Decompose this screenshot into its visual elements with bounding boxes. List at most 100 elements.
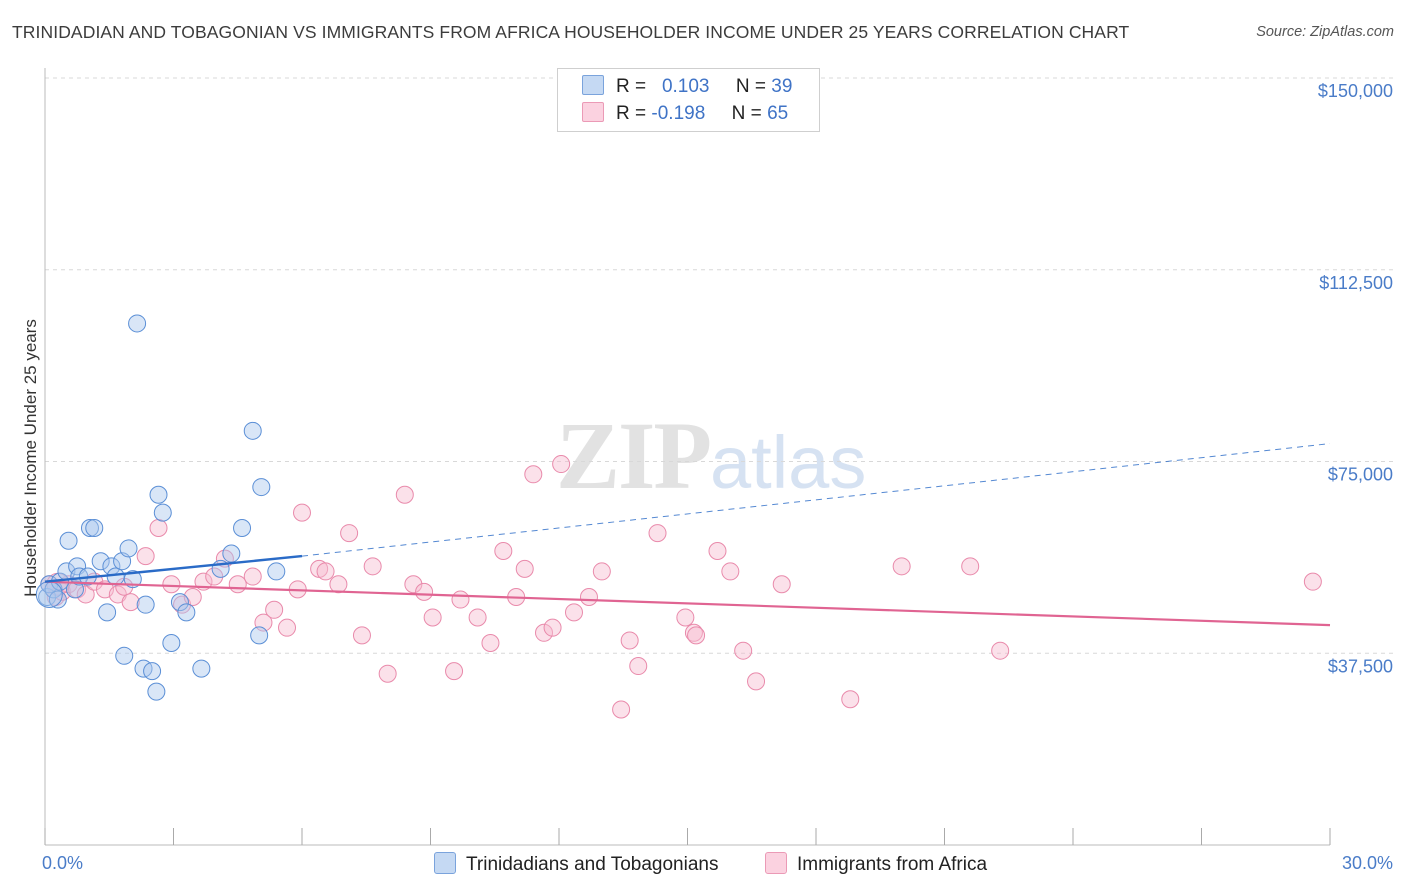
point-trinidadians-and-tobagonians bbox=[143, 662, 162, 681]
point-trinidadians-and-tobagonians bbox=[192, 659, 211, 678]
point-immigrants-from-africa bbox=[265, 600, 284, 619]
x-tick-label-max: 30.0% bbox=[1342, 853, 1393, 873]
chart-title: TRINIDADIAN AND TOBAGONIAN VS IMMIGRANTS… bbox=[12, 22, 1130, 42]
point-immigrants-from-africa bbox=[76, 585, 95, 604]
point-immigrants-from-africa bbox=[961, 557, 980, 576]
point-trinidadians-and-tobagonians bbox=[170, 593, 189, 612]
point-immigrants-from-africa bbox=[136, 547, 155, 566]
point-immigrants-from-africa bbox=[378, 664, 397, 683]
point-immigrants-from-africa bbox=[340, 524, 359, 543]
y-tick-label: $150,000 bbox=[1318, 81, 1393, 101]
legend-r-value-series2: -0.198 bbox=[651, 103, 706, 124]
legend-n-value-series1: 39 bbox=[771, 76, 793, 97]
x-tick-label-min: 0.0% bbox=[42, 853, 83, 873]
y-tick-label: $37,500 bbox=[1328, 656, 1393, 676]
trend-line-immigrants-from-africa bbox=[44, 580, 1331, 627]
point-immigrants-from-africa bbox=[316, 562, 335, 581]
point-trinidadians-and-tobagonians bbox=[149, 485, 168, 504]
point-trinidadians-and-tobagonians bbox=[147, 682, 166, 701]
point-immigrants-from-africa bbox=[524, 465, 543, 484]
point-trinidadians-and-tobagonians bbox=[177, 603, 196, 622]
point-immigrants-from-africa bbox=[721, 562, 740, 581]
point-immigrants-from-africa bbox=[329, 575, 348, 594]
point-immigrants-from-africa bbox=[648, 524, 667, 543]
point-trinidadians-and-tobagonians bbox=[91, 552, 110, 571]
point-immigrants-from-africa bbox=[991, 641, 1010, 660]
correlation-legend: R = 0.103 N = 39 R = -0.198 N = 65 bbox=[557, 68, 820, 132]
point-immigrants-from-africa bbox=[352, 626, 371, 645]
point-immigrants-from-africa bbox=[468, 608, 487, 627]
point-immigrants-from-africa bbox=[734, 641, 753, 660]
zipatlas-watermark: ZIPatlas bbox=[556, 400, 866, 511]
point-trinidadians-and-tobagonians bbox=[106, 567, 125, 586]
legend-swatch-series1 bbox=[582, 75, 604, 95]
point-immigrants-from-africa bbox=[494, 541, 513, 560]
point-immigrants-from-africa bbox=[684, 623, 703, 642]
point-immigrants-from-africa bbox=[629, 657, 648, 676]
point-trinidadians-and-tobagonians bbox=[128, 314, 147, 333]
source-label: Source: ZipAtlas.com bbox=[1256, 24, 1394, 40]
legend-row-series2: R = -0.198 N = 65 bbox=[582, 102, 788, 126]
point-trinidadians-and-tobagonians bbox=[243, 421, 262, 440]
point-trinidadians-and-tobagonians bbox=[222, 544, 241, 563]
point-immigrants-from-africa bbox=[395, 485, 414, 504]
point-trinidadians-and-tobagonians bbox=[267, 562, 286, 581]
point-immigrants-from-africa bbox=[772, 575, 791, 594]
point-trinidadians-and-tobagonians bbox=[233, 518, 252, 537]
point-immigrants-from-africa bbox=[579, 588, 598, 607]
bottom-legend-series1[interactable]: Trinidadians and Tobagonians bbox=[434, 852, 718, 876]
point-trinidadians-and-tobagonians bbox=[35, 580, 63, 608]
y-tick-label: $75,000 bbox=[1328, 465, 1393, 485]
series-trinidadians-and-tobagonians bbox=[35, 314, 286, 701]
point-trinidadians-and-tobagonians bbox=[85, 518, 104, 537]
point-immigrants-from-africa bbox=[535, 623, 554, 642]
point-immigrants-from-africa bbox=[423, 608, 442, 627]
point-immigrants-from-africa bbox=[278, 618, 297, 637]
point-immigrants-from-africa bbox=[676, 608, 695, 627]
point-immigrants-from-africa bbox=[481, 634, 500, 653]
point-immigrants-from-africa bbox=[149, 518, 168, 537]
point-immigrants-from-africa bbox=[162, 575, 181, 594]
point-trinidadians-and-tobagonians bbox=[98, 603, 117, 622]
point-trinidadians-and-tobagonians bbox=[136, 595, 155, 614]
point-immigrants-from-africa bbox=[552, 455, 571, 474]
point-immigrants-from-africa bbox=[415, 582, 434, 601]
legend-n-value-series2: 65 bbox=[767, 103, 789, 124]
point-immigrants-from-africa bbox=[620, 631, 639, 650]
axes bbox=[44, 68, 1331, 846]
point-trinidadians-and-tobagonians bbox=[250, 626, 269, 645]
point-immigrants-from-africa bbox=[708, 541, 727, 560]
y-axis-label: Householder Income Under 25 years bbox=[21, 319, 40, 597]
point-immigrants-from-africa bbox=[243, 567, 262, 586]
point-immigrants-from-africa bbox=[592, 562, 611, 581]
point-trinidadians-and-tobagonians bbox=[59, 531, 78, 550]
trend-line-trinidadians-dashed bbox=[301, 443, 1331, 557]
point-trinidadians-and-tobagonians bbox=[119, 539, 138, 558]
legend-r-value-series1: 0.103 bbox=[661, 76, 710, 97]
legend-swatch-series2 bbox=[582, 102, 604, 122]
gridlines bbox=[45, 77, 1395, 654]
point-trinidadians-and-tobagonians bbox=[153, 503, 172, 522]
point-immigrants-from-africa bbox=[612, 700, 631, 719]
watermark-zip: ZIP bbox=[556, 402, 712, 509]
legend-r-label: R = bbox=[616, 103, 647, 124]
bottom-legend-swatch-series2 bbox=[765, 852, 787, 874]
legend-n-label: N = bbox=[731, 103, 762, 124]
point-trinidadians-and-tobagonians bbox=[252, 478, 271, 497]
point-immigrants-from-africa bbox=[687, 626, 706, 645]
legend-n-label: N = bbox=[735, 76, 767, 97]
point-immigrants-from-africa bbox=[841, 690, 860, 709]
trend-line-trinidadians-solid bbox=[44, 554, 303, 583]
y-tick-label: $112,500 bbox=[1319, 273, 1393, 293]
point-immigrants-from-africa bbox=[451, 590, 470, 609]
point-immigrants-from-africa bbox=[445, 662, 464, 681]
point-immigrants-from-africa bbox=[564, 603, 583, 622]
bottom-legend-series2[interactable]: Immigrants from Africa bbox=[765, 852, 987, 876]
point-trinidadians-and-tobagonians bbox=[123, 570, 142, 589]
point-immigrants-from-africa bbox=[1303, 572, 1322, 591]
point-immigrants-from-africa bbox=[543, 618, 562, 637]
point-immigrants-from-africa bbox=[515, 559, 534, 578]
legend-r-label: R = bbox=[616, 76, 647, 97]
point-immigrants-from-africa bbox=[363, 557, 382, 576]
